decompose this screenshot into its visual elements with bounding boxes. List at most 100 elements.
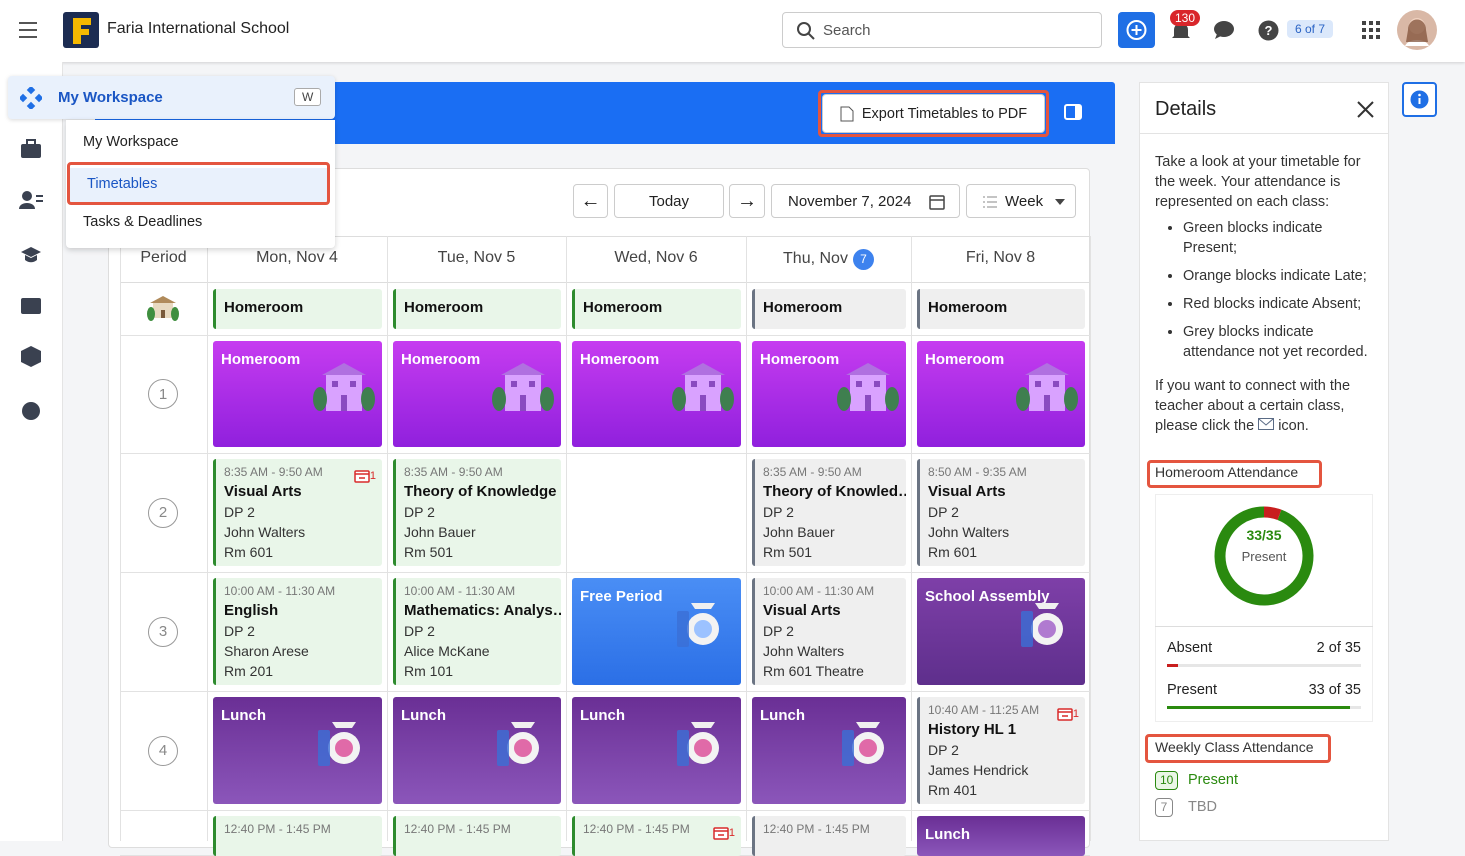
apps-icon[interactable]: [1362, 21, 1380, 39]
add-button[interactable]: [1118, 12, 1155, 48]
class-block[interactable]: School Assembly: [917, 578, 1085, 685]
class-title: Homeroom: [583, 299, 663, 316]
class-block[interactable]: 12:40 PM - 1:45 PM: [213, 816, 382, 856]
class-block[interactable]: 8:35 AM - 9:50 AM Visual Arts DP 2 John Wal…: [213, 459, 382, 566]
class-block[interactable]: Lunch: [752, 697, 906, 804]
class-block[interactable]: 10:00 AM - 11:30 AM Mathematics: Analys… D…: [393, 578, 561, 685]
prev-button[interactable]: ←: [573, 184, 608, 218]
school-name: Faria International School: [107, 20, 290, 37]
class-title: Free Period: [580, 588, 663, 605]
help-icon[interactable]: ?: [1258, 20, 1279, 41]
bullet: Grey blocks indicate attendance not yet …: [1183, 322, 1380, 362]
class-block[interactable]: Homeroom: [572, 289, 741, 329]
class-time: 10:00 AM - 11:30 AM: [404, 584, 516, 598]
attendance-card: [1155, 494, 1373, 722]
highlight: [1147, 460, 1322, 488]
connect: If you want to connect with the teacher …: [1155, 378, 1351, 434]
column-line: [911, 236, 912, 841]
class-block[interactable]: 10:40 AM - 11:25 AM History HL 1 DP 2 James…: [917, 697, 1085, 804]
class-title: Lunch: [580, 707, 625, 724]
weekly-title: Weekly Class Attendance: [1155, 739, 1314, 755]
class-detail: DP 2: [763, 623, 794, 639]
class-block[interactable]: Homeroom: [393, 341, 561, 447]
connect-end: icon.: [1278, 418, 1309, 434]
class-block[interactable]: Homeroom: [572, 341, 741, 447]
intro: Take a look at your timetable for the we…: [1155, 154, 1361, 210]
menu-header[interactable]: My Workspace W: [8, 76, 335, 119]
help-badge[interactable]: 6 of 7: [1287, 20, 1334, 38]
rail-icons: [19, 139, 43, 420]
class-detail: Sharon Arese: [224, 643, 309, 659]
class-block[interactable]: 10:00 AM - 11:30 AM Visual Arts DP 2 John W…: [752, 578, 906, 685]
class-block[interactable]: Homeroom: [752, 289, 906, 329]
class-title: School Assembly: [925, 588, 1050, 605]
calendar-alert-icon: [713, 827, 729, 840]
class-block[interactable]: 8:50 AM - 9:35 AM Visual Arts DP 2 John Wal…: [917, 459, 1085, 566]
today-button[interactable]: Today: [614, 184, 724, 218]
close-button[interactable]: [1357, 101, 1374, 118]
class-block[interactable]: Lunch: [213, 697, 382, 804]
weekly-count: 10: [1155, 771, 1179, 790]
class-title: Homeroom: [760, 351, 840, 368]
shortcut-key: W: [294, 88, 322, 106]
class-detail: Rm 401: [928, 782, 978, 798]
ratio-label: 33/35: [1246, 527, 1282, 543]
calendar-alert-icon: [354, 470, 370, 483]
bar-track: [1167, 664, 1361, 667]
ratio-caption: Present: [1241, 549, 1287, 564]
menu-item[interactable]: My Workspace: [83, 134, 179, 150]
calendar-alert-icon: [1057, 708, 1073, 721]
attendance-label: Present: [1167, 682, 1217, 698]
class-detail: DP 2: [763, 504, 794, 520]
next-button[interactable]: →: [729, 184, 765, 218]
row-line: [120, 810, 1090, 811]
menu-item[interactable]: Tasks & Deadlines: [83, 214, 203, 230]
search-box[interactable]: Search: [782, 12, 1102, 48]
class-title: Homeroom: [404, 299, 484, 316]
class-title: Theory of Knowledge: [404, 483, 557, 500]
day-header: Mon, Nov 4: [207, 249, 387, 267]
weekly-label: TBD: [1188, 799, 1217, 815]
illustration: [677, 722, 719, 766]
class-block[interactable]: 8:35 AM - 9:50 AM Theory of Knowledge DP 2…: [393, 459, 561, 566]
class-block[interactable]: Homeroom: [917, 341, 1085, 447]
class-block[interactable]: Homeroom: [213, 289, 382, 329]
class-block[interactable]: Homeroom: [917, 289, 1085, 329]
menu-item[interactable]: Timetables: [70, 168, 328, 204]
class-time: 12:40 PM - 1:45 PM: [224, 822, 331, 836]
class-block[interactable]: 12:40 PM - 1:45 PM 1: [572, 816, 741, 856]
class-block[interactable]: Free Period: [572, 578, 741, 685]
class-block[interactable]: 8:35 AM - 9:50 AM Theory of Knowled… DP 2 J…: [752, 459, 906, 566]
class-block[interactable]: Homeroom: [393, 289, 561, 329]
class-block[interactable]: Homeroom: [213, 341, 382, 447]
class-block[interactable]: 12:40 PM - 1:45 PM: [393, 816, 561, 856]
class-block[interactable]: 10:00 AM - 11:30 AM English DP 2 Sharon Are…: [213, 578, 382, 685]
class-block[interactable]: 12:40 PM - 1:45 PM: [752, 816, 906, 856]
class-detail: DP 2: [224, 623, 255, 639]
avatar[interactable]: [1397, 10, 1437, 50]
view-select[interactable]: Week: [966, 184, 1076, 218]
column-line: [387, 236, 388, 841]
panel-toggle[interactable]: [1064, 104, 1082, 120]
class-block[interactable]: Lunch: [917, 816, 1085, 856]
chat-icon[interactable]: [1213, 20, 1235, 40]
class-time: 12:40 PM - 1:45 PM: [583, 822, 690, 836]
school-icon: [147, 296, 179, 321]
info-button[interactable]: [1402, 82, 1437, 117]
class-detail: DP 2: [404, 623, 435, 639]
class-block[interactable]: Homeroom: [752, 341, 906, 447]
class-time: 10:00 AM - 11:30 AM: [224, 584, 336, 598]
bell-icon[interactable]: [1170, 20, 1192, 42]
period-header: Period: [140, 249, 187, 266]
class-block[interactable]: Lunch: [572, 697, 741, 804]
day-header: Fri, Nov 8: [911, 249, 1090, 267]
menu-icon[interactable]: [19, 21, 39, 39]
column-line: [207, 236, 208, 841]
logo[interactable]: [63, 12, 99, 48]
class-title: Homeroom: [580, 351, 660, 368]
class-detail: Rm 601: [224, 544, 274, 560]
export-button[interactable]: Export Timetables to PDF: [822, 94, 1045, 133]
date-picker[interactable]: November 7, 2024: [771, 184, 960, 218]
class-block[interactable]: Lunch: [393, 697, 561, 804]
attendance-flag: 1: [354, 466, 376, 486]
